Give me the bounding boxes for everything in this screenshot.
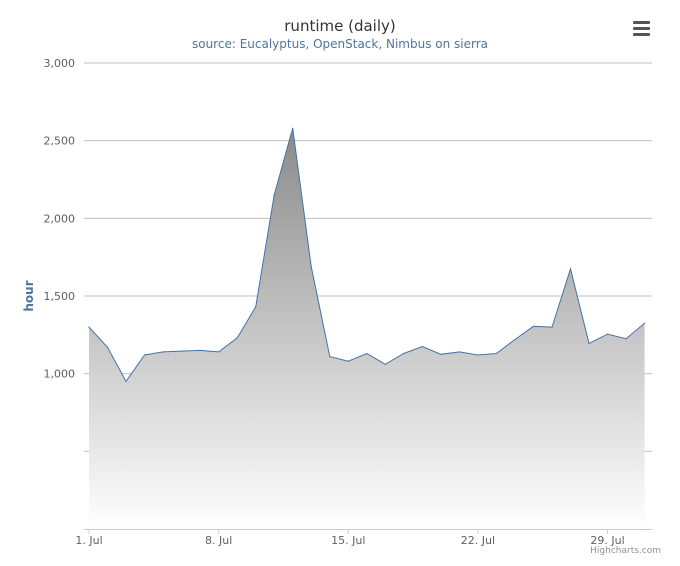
x-tick-label: 8. Jul [205,534,232,547]
data-point [551,326,553,328]
area-fill [89,128,645,529]
data-point [199,349,201,351]
data-point [273,194,275,196]
data-point [255,306,257,308]
y-tick-label: 1,500 [44,290,76,303]
data-point [532,325,535,327]
data-point [458,351,460,353]
data-point [625,338,627,340]
chart-subtitle: source: Eucalyptus, OpenStack, Nimbus on… [191,37,489,51]
data-point [125,380,127,383]
data-point [643,322,646,324]
data-point [421,345,423,348]
data-point [569,268,572,270]
x-tick-label: 15. Jul [331,534,365,547]
data-point [495,352,498,355]
chart-title: runtime (daily) [284,17,396,35]
data-point [329,355,331,358]
y-tick-label: 2,500 [44,135,76,148]
y-tick-label: 3,000 [44,57,76,70]
data-point [440,353,442,355]
data-point [310,265,312,268]
data-point [606,333,609,335]
y-tick-label: 2,000 [44,212,76,225]
x-tick-label: 29. Jul [590,534,624,547]
data-point [218,351,220,353]
hamburger-menu-icon[interactable] [628,18,654,40]
data-point [347,360,349,362]
y-tick-label: 1,000 [44,368,76,381]
data-point [236,337,238,339]
data-point [477,354,479,356]
data-point [514,338,516,341]
data-point [403,352,405,355]
data-point [162,351,164,353]
credits-link[interactable]: Highcharts.com [590,546,661,556]
x-tick-label: 22. Jul [461,534,495,547]
x-tick-label: 1. Jul [75,534,102,547]
data-point [88,326,90,328]
data-point [180,350,183,352]
data-point [366,352,368,355]
data-point [588,342,590,344]
data-point [292,127,294,129]
data-point [106,346,109,348]
y-axis-label: hour [22,280,36,311]
data-point [143,354,146,356]
data-point [384,363,386,365]
